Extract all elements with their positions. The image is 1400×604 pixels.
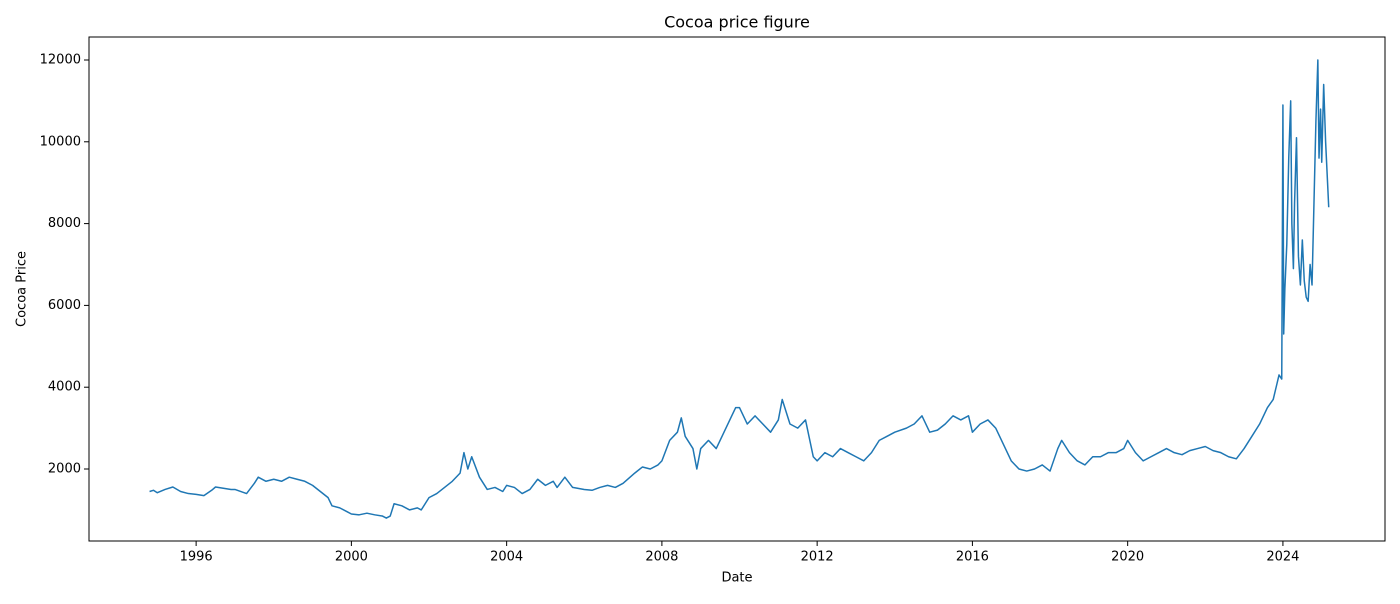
x-tick-label: 2008 [645, 550, 678, 565]
y-tick-label: 4000 [48, 380, 81, 395]
x-tick-label: 2016 [956, 550, 989, 565]
chart-title: Cocoa price figure [664, 13, 810, 32]
x-tick-label: 2000 [335, 550, 368, 565]
x-tick-label: 2004 [490, 550, 523, 565]
x-tick-label: 2024 [1266, 550, 1299, 565]
y-axis-label: Cocoa Price [15, 251, 30, 327]
y-tick-label: 10000 [40, 134, 81, 149]
y-tick-label: 8000 [48, 216, 81, 231]
plot-frame [88, 36, 1386, 542]
y-tick-label: 6000 [48, 298, 81, 313]
x-tick-label: 2012 [801, 550, 834, 565]
x-axis-label: Date [721, 571, 752, 586]
y-tick-label: 12000 [40, 52, 81, 67]
x-tick-label: 1996 [180, 550, 213, 565]
price-line [149, 59, 1330, 519]
y-tick-label: 2000 [48, 462, 81, 477]
x-tick-label: 2020 [1111, 550, 1144, 565]
